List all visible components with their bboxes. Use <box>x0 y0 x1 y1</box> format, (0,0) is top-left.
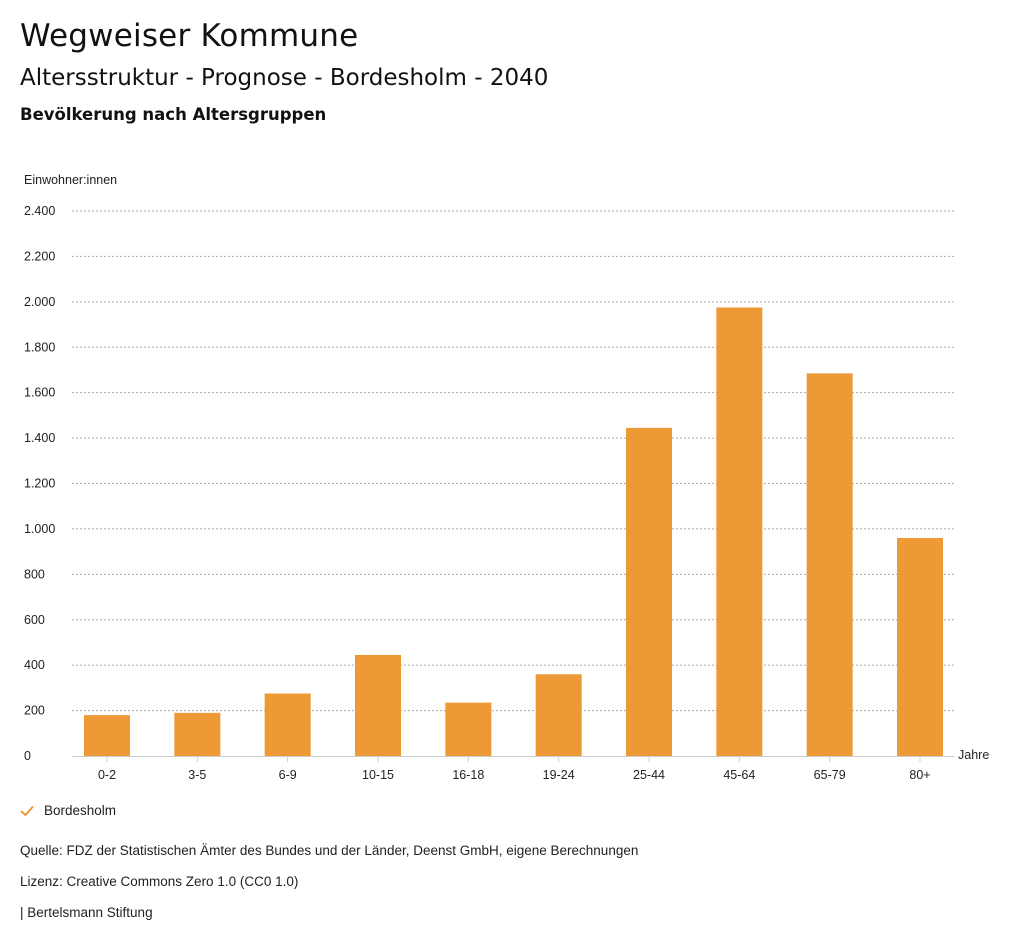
bar-10-15[interactable] <box>355 654 401 756</box>
bar-3-5[interactable] <box>174 712 221 756</box>
x-tick-label: 80+ <box>909 768 930 782</box>
y-tick-label: 800 <box>24 567 45 581</box>
x-tick-label: 6-9 <box>279 768 297 782</box>
x-tick-label: 0-2 <box>98 768 116 782</box>
bar-chart: Einwohner:innen 0 200 400 600 800 1.000 1.200 1.… <box>24 173 989 782</box>
bar-65-79[interactable] <box>806 373 853 756</box>
app-title: Wegweiser Kommune <box>20 18 359 54</box>
license-note: Lizenz: Creative Commons Zero 1.0 (CC0 1… <box>20 874 299 889</box>
x-axis-label: Jahre <box>958 748 989 762</box>
publisher-note: | Bertelsmann Stiftung <box>20 905 153 920</box>
x-tick-label: 45-64 <box>723 768 755 782</box>
y-tick-label: 0 <box>24 749 31 763</box>
y-tick-label: 400 <box>24 658 45 672</box>
chart-subtitle: Altersstruktur - Prognose - Bordesholm -… <box>20 65 549 91</box>
bar-25-44[interactable] <box>626 427 672 756</box>
bar-16-18[interactable] <box>445 702 492 756</box>
y-tick-label: 1.400 <box>24 431 55 445</box>
y-axis-label: Einwohner:innen <box>24 173 117 187</box>
y-tick-label: 2.400 <box>24 204 55 218</box>
source-note: Quelle: FDZ der Statistischen Ämter des … <box>20 843 639 858</box>
x-tick-label: 3-5 <box>188 768 206 782</box>
bar-6-9[interactable] <box>264 693 311 756</box>
x-tick-label: 16-18 <box>452 768 484 782</box>
check-icon <box>20 805 34 816</box>
bar-0-2[interactable] <box>84 715 130 756</box>
bar-45-64[interactable] <box>716 307 763 756</box>
y-tick-label: 1.600 <box>24 386 55 400</box>
y-tick-label: 2.200 <box>24 249 55 263</box>
y-tick-label: 600 <box>24 613 45 627</box>
bar-19-24[interactable] <box>535 674 582 756</box>
y-tick-label: 1.800 <box>24 340 55 354</box>
y-tick-label: 200 <box>24 704 45 718</box>
y-tick-label: 2.000 <box>24 295 55 309</box>
x-tick-label: 10-15 <box>362 768 394 782</box>
section-title: Bevölkerung nach Altersgruppen <box>20 105 327 124</box>
y-tick-label: 1.000 <box>24 522 55 536</box>
x-tick-label: 19-24 <box>543 768 575 782</box>
bar-80+[interactable] <box>897 538 943 756</box>
x-tick-label: 25-44 <box>633 768 665 782</box>
y-tick-label: 1.200 <box>24 477 55 491</box>
x-tick-label: 65-79 <box>814 768 846 782</box>
legend-item-bordesholm[interactable]: Bordesholm <box>20 803 116 818</box>
legend-label: Bordesholm <box>44 803 117 818</box>
